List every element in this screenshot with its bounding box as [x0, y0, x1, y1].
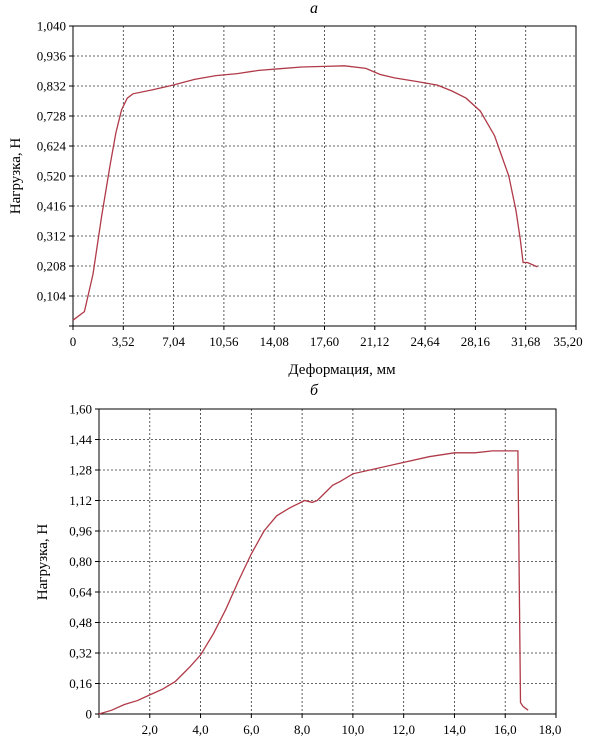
panel-b-y-tick-label: 1,12 [69, 493, 92, 508]
panel-b-y-tick-label: 0,16 [69, 676, 92, 691]
panel-a-y-tick-label: 1,040 [37, 19, 66, 34]
panel-b-y-tick-label: 0,32 [69, 646, 92, 661]
panel-a-y-tick-label: 0,936 [37, 49, 67, 64]
panel-b-series-line [98, 450, 529, 715]
panel-b-y-tick-label: 1,44 [69, 432, 92, 447]
panel-a-y-tick-label: 0,728 [37, 109, 66, 124]
panel-b-x-tick-label: 16,0 [494, 722, 517, 737]
panel-b-x-tick-label: 14,0 [443, 722, 466, 737]
panel-a-series-line [72, 65, 538, 321]
panel-a-grid [73, 26, 576, 326]
panel-b-x-tick-label: 8,0 [294, 722, 310, 737]
panel-b-y-tick-label: 0,96 [69, 524, 92, 539]
panel-a: а 0 3,52 7,04 10,56 14,08 17,60 21,12 24,64 28,1… [8, 0, 583, 378]
panel-b-label: б [310, 382, 319, 399]
panel-b-x-tick-label: 12,0 [392, 722, 415, 737]
panel-a-x-ticks: 0 3,52 7,04 10,56 14,08 17,60 21,12 24,64 28,16 3… [70, 326, 583, 349]
panel-a-x-tick-label: 28,16 [461, 334, 491, 349]
panel-b-x-tick-label: 2,0 [142, 722, 158, 737]
panel-a-y-tick-label: 0,208 [37, 259, 66, 274]
panel-b-y-ticks: 0 0,16 0,32 0,48 0,64 0,80 0,96 1,12 1,28 1,44 1,6… [69, 402, 99, 722]
panel-a-x-tick-label: 31,68 [511, 334, 540, 349]
panel-b-y-tick-label: 0 [86, 707, 93, 722]
panel-a-x-tick-label: 10,56 [209, 334, 239, 349]
panel-a-x-tick-label: 14,08 [260, 334, 289, 349]
panel-a-y-tick-label: 0,104 [37, 289, 67, 304]
panel-b-x-tick-label: 6,0 [243, 722, 259, 737]
panel-a-x-tick-label: 35,20 [553, 334, 582, 349]
panel-b-grid [99, 409, 556, 714]
panel-a-x-tick-label: 17,60 [310, 334, 339, 349]
panel-a-x-axis-title: Деформация, мм [288, 362, 396, 378]
panel-a-y-ticks: 0,104 0,208 0,312 0,416 0,520 0,624 0,728 0,832… [37, 19, 73, 327]
panel-b: б 2,0 4,0 6,0 8,0 10,0 12,0 14,0 16,0 18,0 0 0,16… [35, 382, 561, 737]
panel-b-y-tick-label: 0,80 [69, 554, 92, 569]
panel-b-x-tick-label: 10,0 [342, 722, 365, 737]
panel-a-x-tick-label: 0 [70, 334, 77, 349]
panel-a-y-tick-label: 0,832 [37, 79, 66, 94]
panel-a-x-tick-label: 7,04 [162, 334, 185, 349]
panel-b-y-tick-label: 0,48 [69, 615, 92, 630]
panel-a-y-tick-label: 0,624 [37, 139, 67, 154]
panel-a-y-axis-title: Нагрузка, Н [8, 138, 24, 215]
panel-b-y-axis-title: Нагрузка, Н [35, 524, 51, 601]
panel-b-y-tick-label: 1,60 [69, 402, 92, 417]
panel-b-x-ticks: 2,0 4,0 6,0 8,0 10,0 12,0 14,0 16,0 18,0 [98, 714, 562, 737]
panel-a-y-tick-label: 0,520 [37, 169, 66, 184]
panel-b-y-tick-label: 1,28 [69, 463, 92, 478]
panel-b-x-tick-label: 18,0 [539, 722, 562, 737]
panel-a-x-tick-label: 3,52 [112, 334, 135, 349]
panel-a-y-tick-label: 0,312 [37, 229, 66, 244]
panel-a-y-tick-label: 0,416 [37, 199, 67, 214]
panel-a-x-tick-label: 24,64 [410, 334, 440, 349]
panel-a-label: а [310, 0, 318, 17]
panel-a-x-tick-label: 21,12 [360, 334, 389, 349]
panel-b-x-tick-label: 4,0 [192, 722, 208, 737]
panel-b-y-tick-label: 0,64 [69, 585, 92, 600]
